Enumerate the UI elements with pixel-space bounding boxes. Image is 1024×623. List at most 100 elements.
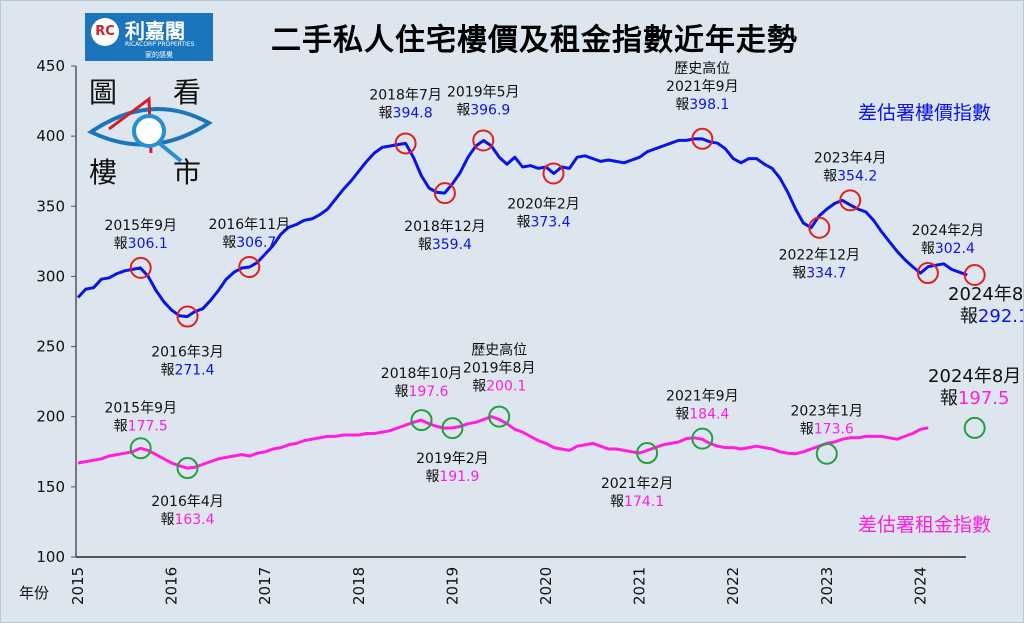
- annotation-number: 334.7: [806, 266, 846, 282]
- x-tick-label: 2019: [443, 567, 461, 605]
- annotation-number: 306.1: [128, 236, 168, 252]
- annotation-number: 184.4: [689, 407, 729, 423]
- annotation-value: 報302.4: [921, 241, 975, 257]
- annotation-date: 2024年8月: [928, 366, 1021, 387]
- annotation-number: 197.5: [958, 388, 1010, 409]
- y-tick-label: 450: [36, 57, 65, 75]
- annotation-value: 報200.1: [472, 379, 526, 395]
- marker-circle: [472, 129, 495, 152]
- eye-logo-icon: [87, 96, 213, 163]
- annotation-date: 2020年2月: [507, 196, 580, 212]
- annotation-date: 2015年9月: [104, 218, 177, 234]
- x-tick-label: 2015: [69, 567, 87, 605]
- x-tick-label: 2022: [724, 567, 742, 605]
- annotation-value: 報184.4: [675, 407, 729, 423]
- annotation-value: 報163.4: [160, 512, 214, 528]
- annotation-prefix: 報: [675, 97, 689, 113]
- annotation-number: 354.2: [837, 168, 877, 184]
- annotation-date: 2019年8月: [463, 361, 536, 377]
- annotation-prefix: 報: [610, 494, 624, 510]
- y-tick-label: 350: [36, 197, 65, 215]
- annotation-number: 396.9: [470, 102, 510, 118]
- x-tick-label: 2021: [631, 567, 649, 605]
- marker-circle: [394, 132, 417, 155]
- marker-circle: [808, 216, 831, 239]
- marker-circle: [176, 457, 199, 480]
- annotation-value: 報306.1: [114, 236, 168, 252]
- marker-circle: [691, 127, 714, 150]
- ricacorp-logo: RC 利嘉閣 RICACORP PROPERTIES 家的感覺: [85, 13, 213, 61]
- marker-circle: [542, 162, 565, 185]
- annotation-value: 報334.7: [792, 266, 846, 282]
- annotation-prefix: 報: [675, 407, 689, 423]
- series-line-rent: [77, 415, 929, 470]
- y-tick-label: 150: [36, 478, 65, 496]
- marker-circle: [691, 427, 714, 450]
- annotation-date: 2018年10月: [381, 366, 462, 382]
- x-tick-label: 2017: [256, 567, 274, 605]
- annotation-number: 200.1: [486, 379, 526, 395]
- annotation-prefix: 報: [823, 168, 837, 184]
- annotation-date: 2021年9月: [666, 79, 739, 95]
- annotation-value: 報197.5: [940, 388, 1010, 409]
- annotation-prefix: 報: [160, 363, 174, 379]
- annotation-prefix: 報: [472, 379, 486, 395]
- annotation-value: 報396.9: [456, 102, 510, 118]
- x-tick-label: 2020: [537, 567, 555, 605]
- legend-price: 差估署樓價指數: [858, 102, 991, 124]
- series-line-price: [76, 137, 968, 319]
- annotation-prefix: 報: [114, 236, 128, 252]
- annotation-value: 報306.7: [222, 235, 276, 251]
- annotation-value: 報398.1: [675, 97, 729, 113]
- annotation-number: 177.5: [128, 418, 168, 434]
- annotation-prefix: 報: [456, 102, 470, 118]
- x-tick-label: 2024: [911, 567, 929, 605]
- annotation-date: 2024年8月: [948, 284, 1024, 305]
- annotation-prefix: 報: [425, 469, 439, 485]
- annotation-number: 163.4: [174, 512, 214, 528]
- brand-english: RICACORP PROPERTIES: [125, 41, 195, 48]
- marker-circle: [176, 305, 199, 328]
- annotation-number: 173.6: [814, 422, 854, 438]
- annotation-value: 報177.5: [114, 418, 168, 434]
- annotation-date: 2022年12月: [779, 248, 860, 264]
- annotation-prefix: 報: [379, 105, 393, 121]
- annotation-prefix: 報: [792, 266, 806, 282]
- y-tick-label: 250: [36, 338, 65, 356]
- marker-circle: [129, 437, 152, 460]
- rc-mark-icon: RC: [91, 18, 119, 46]
- annotation-value: 報373.4: [516, 214, 570, 230]
- x-tick-label: 2016: [163, 567, 181, 605]
- annotation-number: 191.9: [439, 469, 479, 485]
- annotation-number: 292.1: [978, 306, 1024, 327]
- annotation-value: 報359.4: [418, 237, 472, 253]
- marker-circle: [815, 442, 838, 465]
- annotation-number: 302.4: [935, 241, 975, 257]
- annotation-prefix: 報: [921, 241, 935, 257]
- annotation-number: 359.4: [432, 237, 472, 253]
- annotation-date: 2019年2月: [416, 451, 489, 467]
- annotation-number: 306.7: [236, 235, 276, 251]
- annotation-prefix: 報: [800, 422, 814, 438]
- y-tick-label: 200: [36, 408, 65, 426]
- y-tick-label: 300: [36, 267, 65, 285]
- marker-circle: [129, 256, 152, 279]
- annotation-date: 2024年2月: [912, 223, 985, 239]
- annotation-prefix: 報: [418, 237, 432, 253]
- annotation-value: 報271.4: [160, 363, 214, 379]
- y-tick-label: 100: [36, 548, 65, 566]
- x-axis-label: 年份: [19, 584, 49, 602]
- annotation-number: 271.4: [174, 363, 214, 379]
- annotation-note: 歷史高位: [471, 342, 527, 359]
- chart-title: 二手私人住宅樓價及租金指數近年走勢: [271, 23, 798, 58]
- annotation-value: 報173.6: [800, 422, 854, 438]
- marker-circle: [839, 189, 862, 212]
- x-tick-label: 2018: [350, 567, 368, 605]
- annotation-date: 2016年4月: [151, 494, 224, 510]
- marker-circle: [916, 262, 939, 285]
- annotation-prefix: 報: [394, 384, 408, 400]
- marker-circle: [488, 405, 511, 428]
- annotation-date: 2015年9月: [104, 400, 177, 416]
